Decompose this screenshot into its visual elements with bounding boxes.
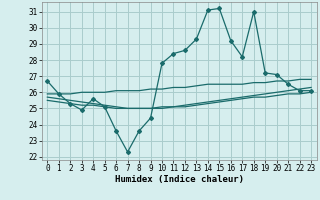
X-axis label: Humidex (Indice chaleur): Humidex (Indice chaleur) — [115, 175, 244, 184]
